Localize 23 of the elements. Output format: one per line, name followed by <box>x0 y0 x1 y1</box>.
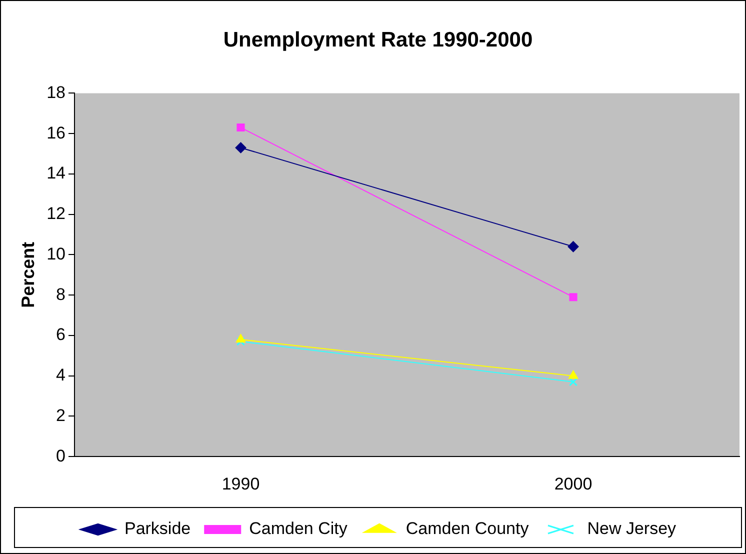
y-tick-label: 16 <box>46 123 66 142</box>
y-tick-label: 14 <box>46 164 66 183</box>
y-axis-title: Percent <box>18 242 38 308</box>
legend-label: Camden County <box>406 519 530 538</box>
point <box>235 142 246 154</box>
point <box>569 293 578 302</box>
legend-label: Parkside <box>124 519 191 538</box>
legend-label: Camden City <box>249 519 348 538</box>
x-tick-label: 1990 <box>222 474 260 494</box>
chart-title: Unemployment Rate 1990-2000 <box>223 28 533 52</box>
y-tick-label: 8 <box>56 284 66 304</box>
legend-label: New Jersey <box>587 519 677 538</box>
point <box>568 241 579 252</box>
y-tick-label: 6 <box>56 325 66 344</box>
y-tick-label: 10 <box>46 244 66 264</box>
y-tick-label: 4 <box>56 366 66 385</box>
x-tick-label: 2000 <box>554 474 592 494</box>
y-tick-label: 12 <box>46 204 66 224</box>
y-tick-label: 0 <box>56 446 66 466</box>
point <box>568 378 578 386</box>
point <box>236 123 245 132</box>
y-tick-label: 18 <box>46 82 66 102</box>
y-tick-label: 2 <box>56 406 66 425</box>
